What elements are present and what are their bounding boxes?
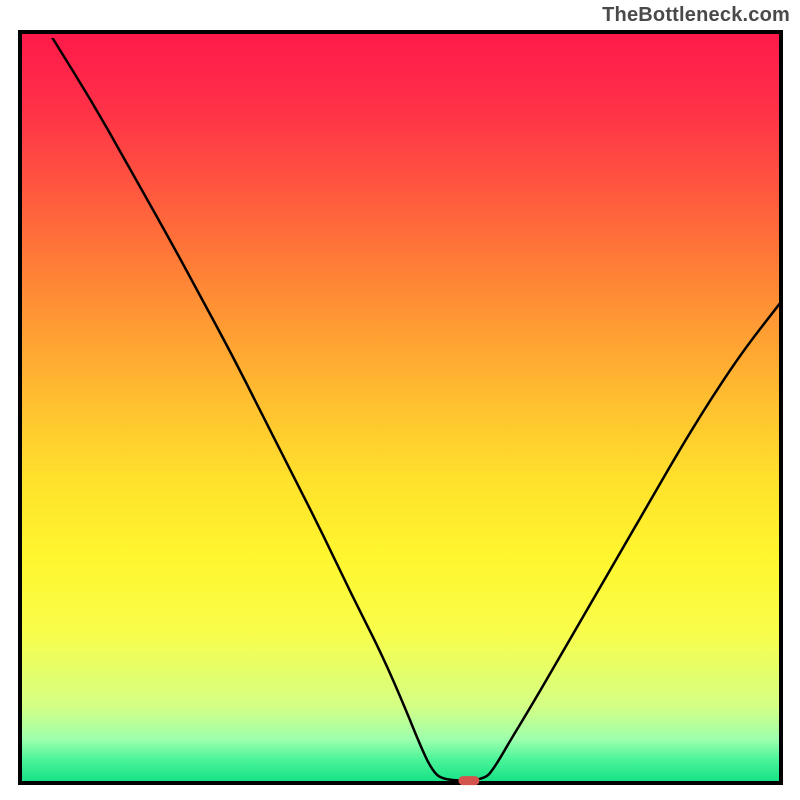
bottleneck-chart-card: TheBottleneck.com <box>0 0 800 800</box>
chart-frame <box>18 30 783 785</box>
bottleneck-curve <box>26 38 783 785</box>
source-watermark: TheBottleneck.com <box>602 4 790 27</box>
current-config-marker <box>458 776 479 786</box>
